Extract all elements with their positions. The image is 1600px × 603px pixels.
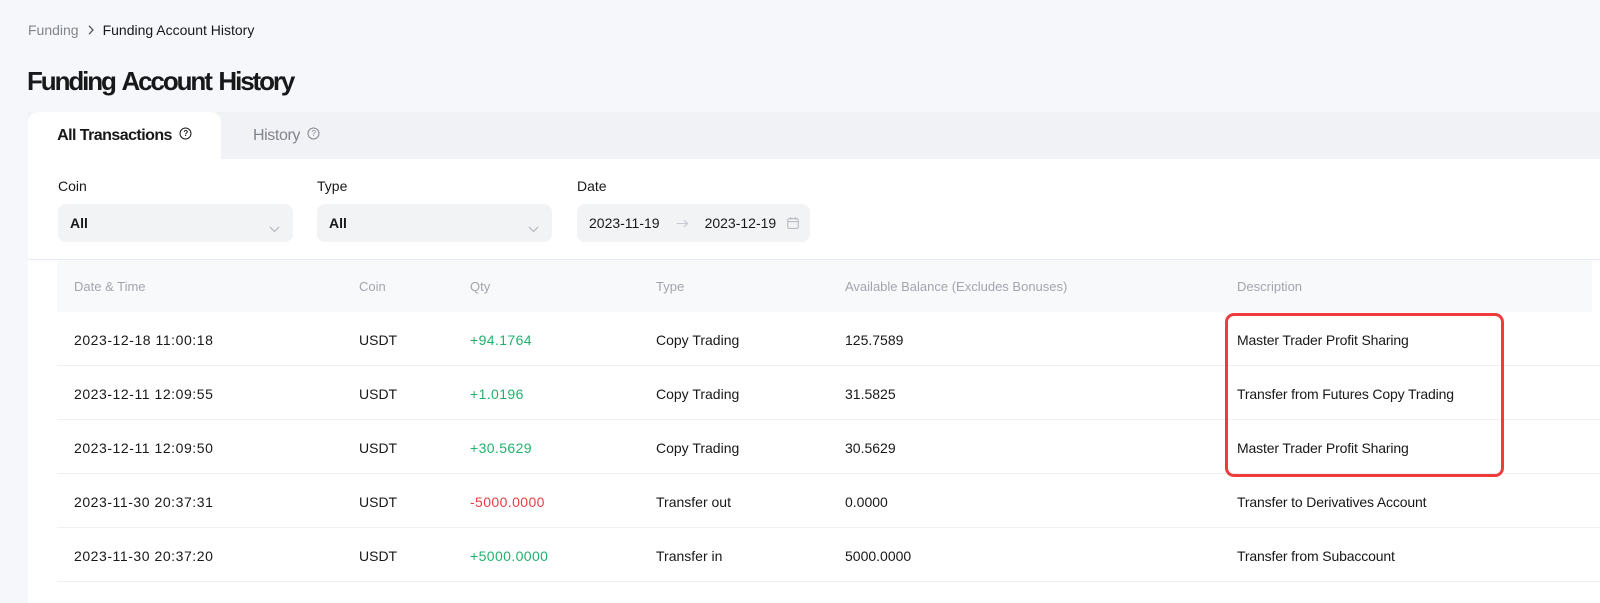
svg-text:?: ?: [183, 129, 188, 138]
svg-text:?: ?: [311, 129, 316, 138]
